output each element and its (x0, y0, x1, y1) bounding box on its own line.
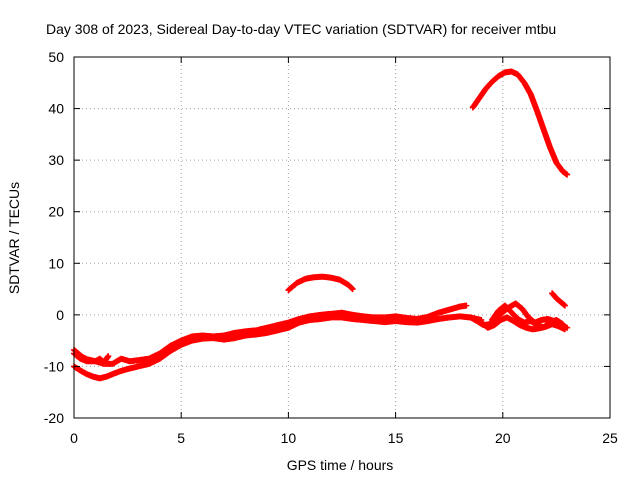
y-tick-label: -20 (44, 410, 64, 426)
x-tick-label: 5 (177, 430, 185, 446)
y-tick-label: -10 (44, 358, 64, 374)
data-points (71, 68, 571, 382)
series-evening-arc (469, 68, 571, 178)
data-point (564, 171, 571, 178)
y-tick-label: 30 (48, 152, 64, 168)
y-tick-label: 50 (48, 49, 64, 65)
x-axis-title: GPS time / hours (287, 457, 394, 473)
x-tick-label: 0 (70, 430, 78, 446)
x-tick-label: 25 (602, 430, 618, 446)
y-tick-label: 20 (48, 204, 64, 220)
chart-title: Day 308 of 2023, Sidereal Day-to-day VTE… (46, 21, 556, 37)
x-tick-label: 15 (388, 430, 404, 446)
series-short-segment-22h (549, 290, 568, 309)
y-axis-title: SDTVAR / TECUs (6, 182, 22, 294)
x-tick-label: 20 (495, 430, 511, 446)
data-point (559, 321, 566, 328)
y-tick-label: 0 (56, 307, 64, 323)
y-tick-label: 10 (48, 255, 64, 271)
data-point (105, 353, 112, 360)
data-point (561, 326, 568, 333)
data-point (561, 302, 568, 309)
series-late-cluster-c (489, 302, 566, 331)
plot-frame (73, 56, 611, 419)
series-early-segment-0h (71, 346, 112, 366)
x-tick-label: 10 (281, 430, 297, 446)
series-main-band-lower (71, 313, 485, 382)
data-point (463, 302, 470, 309)
y-tick-label: 40 (48, 101, 64, 117)
tick-labels: 0 5 10 15 20 25 -20 -10 0 10 20 30 40 50 (44, 49, 618, 446)
data-point (349, 286, 356, 293)
series-midday-arc (285, 273, 356, 294)
axis-ticks (73, 56, 611, 419)
